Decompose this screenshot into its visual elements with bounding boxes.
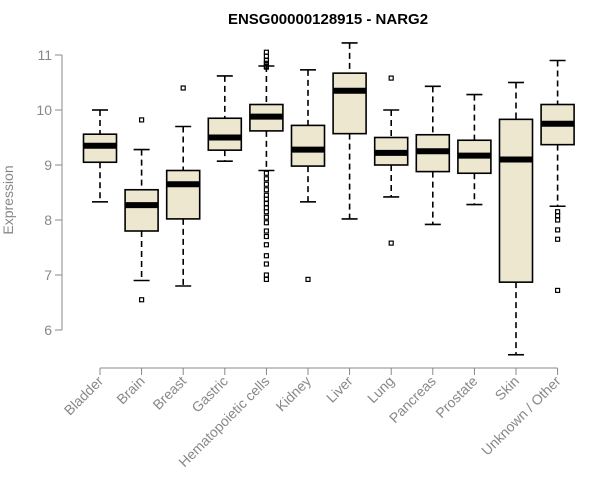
box-group [82, 109, 118, 203]
box-iqr [207, 117, 243, 151]
y-tick-label: 11 [37, 47, 52, 63]
outlier-point [263, 200, 269, 207]
outlier-point [263, 214, 269, 220]
plot-area [82, 42, 575, 356]
box-group [540, 59, 575, 293]
outlier-point [263, 220, 269, 226]
x-tick-label: Liver [323, 373, 356, 406]
y-tick-label: 8 [44, 212, 52, 228]
box-group [332, 42, 367, 220]
outlier-point [263, 176, 269, 182]
outlier-point [263, 242, 269, 248]
box-group [457, 93, 492, 206]
outlier-point [263, 53, 269, 59]
outlier-point [263, 187, 269, 193]
box-group [290, 69, 326, 282]
box-group [124, 117, 159, 303]
outlier-point [263, 209, 269, 215]
outlier-point [263, 272, 269, 278]
y-tick-label: 10 [36, 102, 52, 118]
outlier-point [263, 64, 269, 70]
x-tick-label: Lung [364, 373, 397, 406]
box-iqr [124, 188, 159, 232]
outlier-point [139, 117, 145, 123]
chart-title: ENSG00000128915 - NARG2 [228, 11, 428, 28]
box-group [249, 49, 284, 282]
x-tick-label: Unknown / Other [478, 373, 564, 459]
box-iqr [290, 124, 326, 167]
outlier-point [388, 75, 394, 81]
outlier-point [554, 287, 561, 293]
box-group [415, 85, 451, 226]
x-tick-label: Bladder [61, 373, 107, 419]
box-iqr [165, 169, 201, 220]
y-tick-label: 7 [44, 267, 52, 283]
outlier-point [554, 227, 561, 233]
y-axis: 6 7 8 9 10 11 [36, 47, 63, 338]
box-group [498, 81, 534, 356]
outlier-point [139, 297, 145, 303]
outlier-point [263, 276, 269, 282]
y-tick-label: 9 [44, 157, 52, 173]
y-tick-label: 6 [44, 322, 52, 338]
outlier-point [263, 181, 269, 187]
box-iqr [332, 72, 367, 135]
outlier-point [263, 253, 269, 259]
box-group [207, 75, 243, 162]
x-tick-label: Brain [113, 373, 147, 407]
outlier-point [554, 217, 561, 223]
box-iqr [498, 118, 534, 283]
outlier-point [263, 228, 269, 234]
outlier-point [388, 240, 394, 246]
outlier-point [554, 236, 561, 242]
outlier-point [180, 85, 186, 91]
outlier-point [263, 57, 269, 64]
outlier-point [263, 233, 269, 240]
outlier-point [263, 170, 269, 176]
y-axis-label: Expression [0, 165, 16, 234]
x-tick-label: Skin [492, 373, 523, 404]
box-group [373, 75, 409, 246]
outlier-point [263, 261, 269, 267]
x-tick-label: Prostate [432, 373, 480, 421]
box-group [165, 85, 201, 287]
x-tick-label: Breast [149, 373, 189, 413]
x-tick-label: Kidney [273, 373, 315, 415]
outlier-point [305, 276, 311, 282]
